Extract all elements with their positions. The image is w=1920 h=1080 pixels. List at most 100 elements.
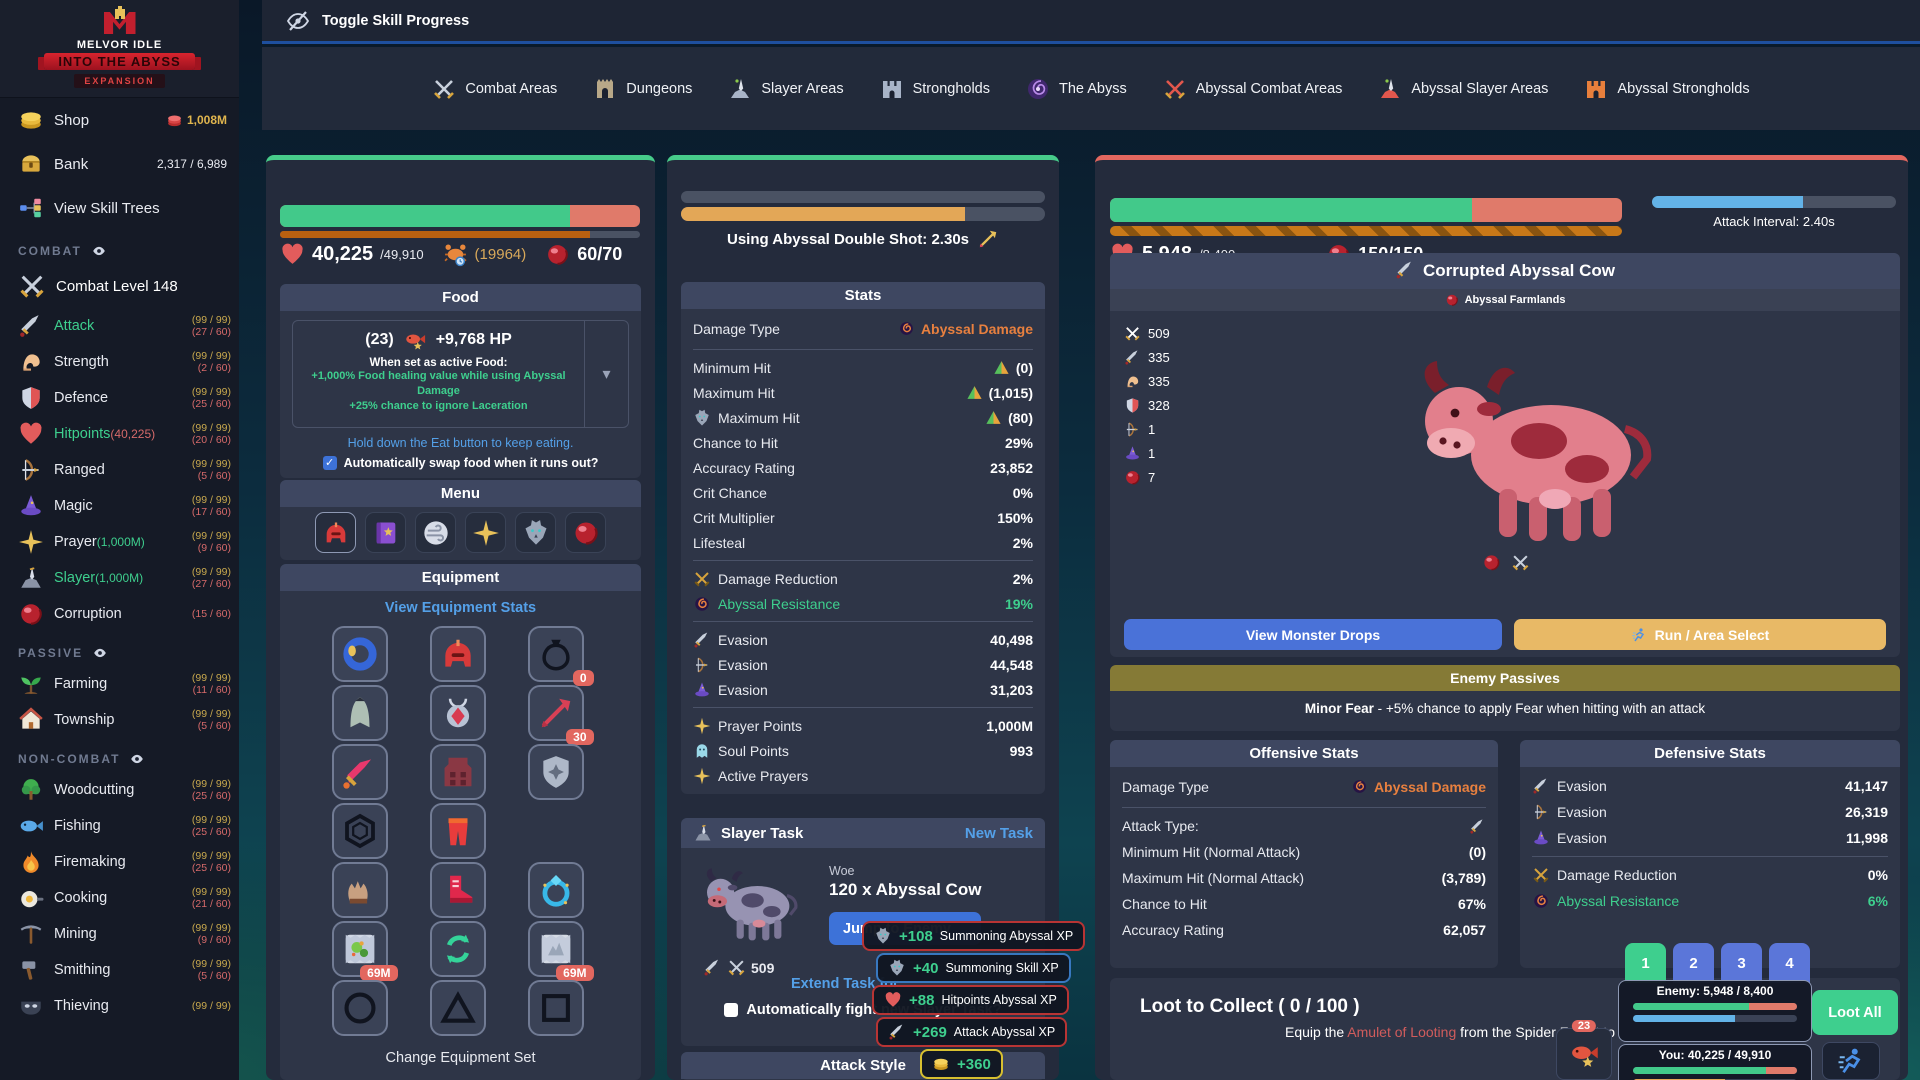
sidebar-skill-item[interactable]: Ranged (99 / 99) (5 / 60) — [0, 452, 239, 488]
auto-slayer-checkbox[interactable] — [724, 1003, 739, 1017]
equipment-slot[interactable] — [331, 803, 388, 859]
menu-tab-button[interactable] — [515, 512, 556, 553]
sidebar-skill-item[interactable]: Attack (99 / 99) (27 / 60) — [0, 308, 239, 344]
skill-level: (99 / 99) — [191, 999, 231, 1012]
shop-coin-icon — [18, 107, 44, 133]
nav-area-category[interactable]: Abyssal Slayer Areas — [1378, 77, 1548, 101]
equipment-slot[interactable] — [429, 803, 486, 859]
menu-tab-button[interactable] — [315, 512, 356, 553]
skill-sublevel: (25 / 60) — [191, 826, 231, 838]
sidebar-skill-item[interactable]: Defence (99 / 99) (25 / 60) — [0, 380, 239, 416]
nav-area-category[interactable]: Slayer Areas — [728, 77, 844, 101]
extend-task-link[interactable]: Extend Task for — [791, 976, 899, 992]
sidebar-skill-item[interactable]: Township (99 / 99) (5 / 60) — [0, 702, 239, 738]
equipment-slot[interactable]: 69M — [527, 921, 594, 981]
sidebar-skill-item[interactable]: Corruption (15 / 60) — [0, 596, 239, 632]
equipment-slot[interactable] — [527, 862, 584, 918]
sidebar-item-bank[interactable]: Bank 2,317 / 6,989 — [0, 142, 239, 186]
stat-label: Damage Reduction — [1557, 867, 1677, 883]
food-slot[interactable]: (23) +9,768 HP When set as active Food: … — [292, 320, 629, 428]
quick-slot-button[interactable]: 2 — [1673, 943, 1714, 983]
food-dropdown-button[interactable]: ▾ — [584, 321, 628, 427]
menu-tab-button[interactable] — [465, 512, 506, 553]
quick-slot-button[interactable]: 1 — [1625, 943, 1666, 983]
skill-sublevel: (25 / 60) — [191, 790, 231, 802]
equipment-slot[interactable] — [331, 862, 388, 918]
equipment-slot[interactable] — [527, 744, 584, 800]
equipment-slot[interactable] — [429, 685, 486, 741]
menu-tab-icon — [522, 519, 550, 547]
equipment-slot[interactable] — [429, 862, 486, 918]
equipment-slot[interactable] — [331, 685, 388, 741]
equipment-slot[interactable] — [331, 980, 388, 1036]
run-quick-tile[interactable] — [1822, 1042, 1880, 1080]
sidebar-skill-item[interactable]: Cooking (99 / 99) (21 / 60) — [0, 880, 239, 916]
sidebar-item-shop[interactable]: Shop 1,008M — [0, 98, 239, 142]
menu-tab-button[interactable] — [365, 512, 406, 553]
sidebar-skill-item[interactable]: Fishing (99 / 99) (25 / 60) — [0, 808, 239, 844]
menu-tab-button[interactable] — [415, 512, 456, 553]
sidebar-item-skill-trees[interactable]: View Skill Trees — [0, 186, 239, 230]
sidebar-skill-item[interactable]: Prayer(1,000M) (99 / 99) (9 / 60) — [0, 524, 239, 560]
stat-row-icon — [693, 767, 711, 785]
change-equipment-set-link[interactable]: Change Equipment Set — [385, 1050, 536, 1066]
eye-icon[interactable] — [128, 752, 146, 766]
loot-all-button[interactable]: Loot All — [1812, 990, 1898, 1035]
toggle-skill-progress-bar[interactable]: Toggle Skill Progress — [262, 0, 1920, 44]
quick-slot-button[interactable]: 3 — [1721, 943, 1762, 983]
nav-area-category[interactable]: Abyssal Strongholds — [1584, 77, 1750, 101]
sidebar-item-combat-level[interactable]: Combat Level 148 — [0, 264, 239, 308]
new-task-link[interactable]: New Task — [964, 824, 1033, 842]
equipment-slot[interactable] — [331, 744, 388, 800]
sidebar-skill-item[interactable]: Magic (99 / 99) (17 / 60) — [0, 488, 239, 524]
nav-area-category[interactable]: Dungeons — [593, 77, 692, 101]
stat-label: Evasion — [718, 631, 768, 648]
nav-area-category[interactable]: The Abyss — [1026, 77, 1127, 101]
sidebar-skill-item[interactable]: Firemaking (99 / 99) (25 / 60) — [0, 844, 239, 880]
sidebar-skill-item[interactable]: Hitpoints(40,225) (99 / 99) (20 / 60) — [0, 416, 239, 452]
eye-icon[interactable] — [90, 244, 108, 258]
equipment-item-icon — [537, 753, 575, 791]
equipment-slot[interactable] — [429, 744, 486, 800]
amulet-of-looting-link[interactable]: Amulet of Looting — [1347, 1024, 1457, 1040]
menu-tab-button[interactable] — [565, 512, 606, 553]
quick-slot-button[interactable]: 4 — [1769, 943, 1810, 983]
equipment-slot[interactable] — [331, 626, 388, 682]
food-quick-tile[interactable]: 23 — [1556, 1020, 1612, 1080]
nav-area-category[interactable]: Abyssal Combat Areas — [1163, 77, 1342, 101]
enemy-cow-image — [1395, 339, 1675, 551]
view-monster-drops-button[interactable]: View Monster Drops — [1124, 619, 1502, 650]
melvor-m-icon — [100, 6, 140, 36]
skill-label: Magic — [54, 498, 93, 514]
equipment-panel-header: Equipment — [280, 564, 641, 591]
nav-area-category[interactable]: Combat Areas — [432, 77, 557, 101]
equipment-slot[interactable] — [429, 980, 486, 1036]
sidebar-skill-item[interactable]: Thieving (99 / 99) — [0, 988, 239, 1024]
skill-label: Strength — [54, 354, 109, 370]
auto-swap-food-checkbox[interactable]: ✓ — [322, 456, 337, 470]
view-equipment-stats-link[interactable]: View Equipment Stats — [384, 600, 537, 616]
sidebar-skill-item[interactable]: Slayer(1,000M) (99 / 99) (27 / 60) — [0, 560, 239, 596]
equipment-slot[interactable] — [429, 626, 486, 682]
equipment-slot[interactable] — [527, 980, 584, 1036]
stat-value: 29% — [1004, 434, 1033, 451]
stat-label: Evasion — [1557, 804, 1607, 820]
equipment-slot[interactable]: 0 — [527, 626, 594, 686]
hitpoints-heart-icon — [280, 242, 305, 267]
eye-icon[interactable] — [91, 646, 109, 660]
skill-level: (99 / 99) — [191, 349, 231, 362]
player-hp-mini-bar — [1633, 1067, 1797, 1074]
stat-value: 6% — [1867, 893, 1888, 909]
equipment-slot[interactable] — [429, 921, 486, 977]
sidebar-skill-item[interactable]: Strength (99 / 99) (2 / 60) — [0, 344, 239, 380]
nav-area-category[interactable]: Strongholds — [880, 77, 990, 101]
run-area-select-button[interactable]: Run / Area Select — [1514, 619, 1886, 650]
sidebar-skill-item[interactable]: Mining (99 / 99) (9 / 60) — [0, 916, 239, 952]
sidebar-skill-item[interactable]: Farming (99 / 99) (11 / 60) — [0, 666, 239, 702]
sidebar-skill-item[interactable]: Woodcutting (99 / 99) (25 / 60) — [0, 772, 239, 808]
enemy-attack-timer-bar — [681, 191, 1045, 203]
equipment-slot[interactable]: 30 — [527, 685, 594, 745]
equipment-slot[interactable]: 69M — [331, 921, 398, 981]
sidebar-skill-item[interactable]: Smithing (99 / 99) (5 / 60) — [0, 952, 239, 988]
damage-type-row: Damage Type Abyssal Damage — [693, 320, 1033, 337]
